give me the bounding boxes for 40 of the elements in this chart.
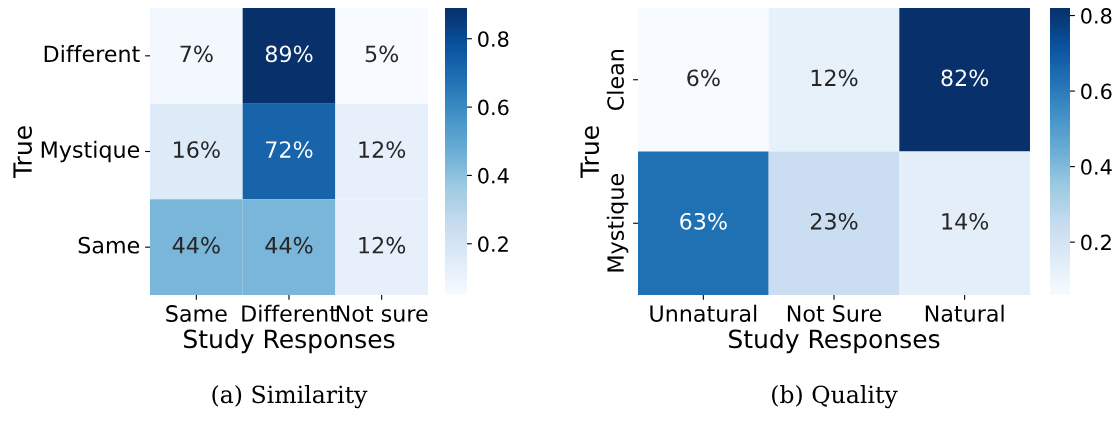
y-tick-label: Different: [44, 45, 140, 63]
x-tick-label: Same: [166, 305, 227, 322]
data-label: 23%: [810, 212, 858, 230]
color-bar-label: 0.4: [478, 167, 509, 184]
data-label: 14%: [942, 212, 989, 230]
data-label: 12%: [811, 69, 858, 87]
y-tick-label: Mystique: [41, 140, 140, 163]
color-bar-label: 0.2: [1081, 234, 1111, 251]
x-tick-label: Different: [242, 304, 338, 322]
color-bar-label: 0.6: [478, 99, 509, 116]
y-tick-label: Clean: [606, 50, 624, 111]
x-axis-title: Study Responses: [184, 329, 395, 354]
data-label: 7%: [180, 45, 213, 63]
color-bar-label: 0.6: [1081, 83, 1112, 100]
data-label: 82%: [941, 69, 989, 87]
data-label: 44%: [172, 236, 220, 254]
x-tick-label: Unnatural: [650, 304, 757, 322]
color-bar-label: 0.2: [478, 236, 508, 252]
data-label: 44%: [265, 236, 313, 254]
data-label: 89%: [265, 45, 313, 63]
data-label: 72%: [266, 141, 313, 158]
y-axis-title: True: [13, 126, 32, 179]
x-tick-label: Not Sure: [787, 305, 882, 322]
data-label: 12%: [359, 141, 406, 158]
data-label: 16%: [174, 141, 220, 158]
x-tick-label: Not sure: [336, 305, 428, 322]
data-label: 5%: [365, 45, 399, 63]
text: (a) Similarity: [212, 385, 368, 409]
y-axis-title: True: [580, 126, 600, 179]
x-axis-title: Study Responses: [729, 329, 940, 354]
color-bar-label: 0.8: [1081, 8, 1112, 24]
data-label: 63%: [680, 212, 727, 230]
x-tick-label: Natural: [925, 304, 1004, 322]
color-bar-label: 0.8: [478, 31, 509, 47]
y-tick-label: Mystique: [606, 174, 629, 272]
y-tick-label: Same: [78, 236, 140, 254]
color-bar-label: 0.4: [1081, 159, 1112, 175]
data-label: 12%: [359, 236, 406, 254]
data-label: 6%: [687, 69, 720, 87]
text: (b) Quality: [772, 385, 898, 409]
